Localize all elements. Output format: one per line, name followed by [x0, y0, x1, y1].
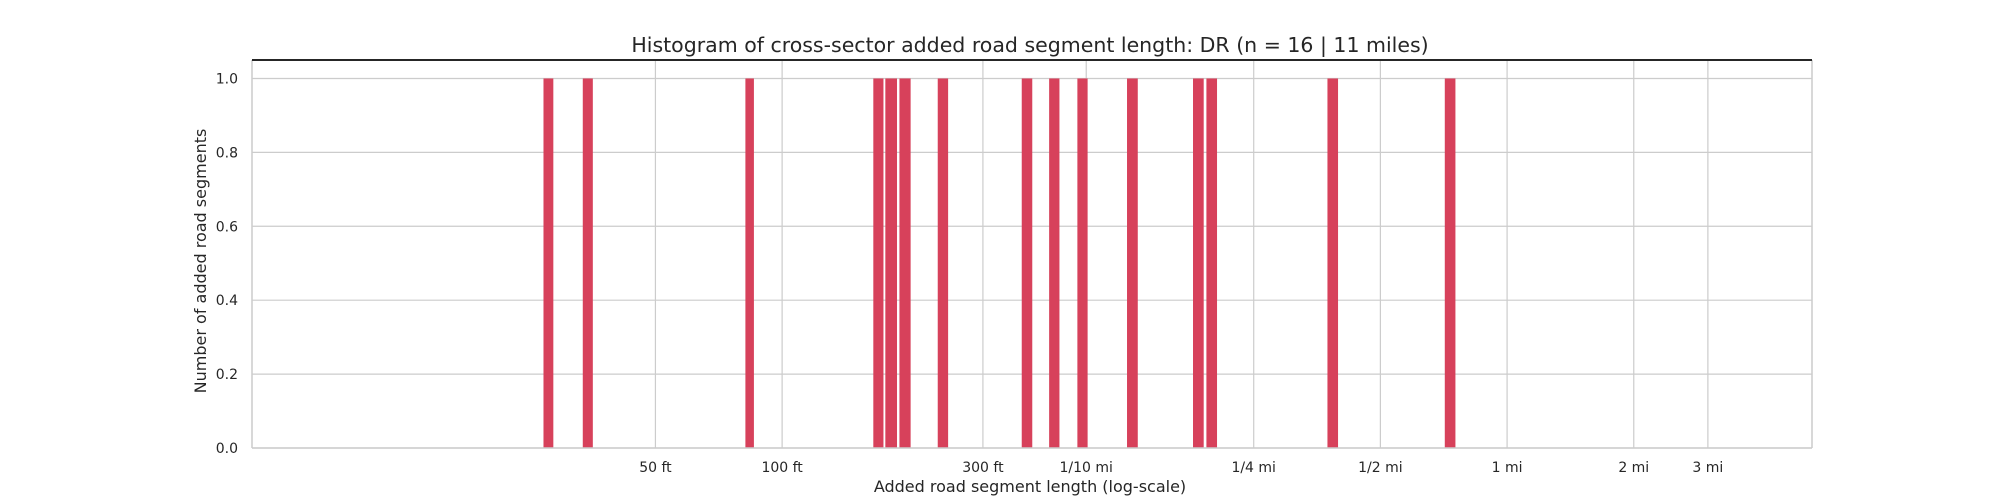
- x-tick-label: 1/2 mi: [1358, 460, 1403, 476]
- histogram-bar: [1127, 78, 1138, 448]
- histogram-bar: [1193, 78, 1204, 448]
- histogram-bar: [1206, 78, 1218, 448]
- y-tick-label: 0.4: [216, 293, 238, 309]
- histogram-bar: [745, 78, 754, 448]
- histogram-bar: [899, 78, 911, 448]
- histogram-bars: [543, 78, 1456, 448]
- histogram-bar: [873, 78, 884, 448]
- histogram-bar: [582, 78, 593, 448]
- y-tick-label: 1.0: [216, 71, 238, 87]
- x-tick-labels: 50 ft 100 ft 300 ft 1/10 mi 1/4 mi 1/2 mi 1 mi…: [639, 460, 1723, 476]
- x-tick-label: 1 mi: [1492, 460, 1523, 476]
- y-tick-labels: 0.0 0.2 0.4 0.6 0.8 1.0: [216, 71, 238, 457]
- x-tick-label: 300 ft: [962, 460, 1004, 476]
- y-tick-label: 0.0: [216, 441, 238, 457]
- x-tick-label: 2 mi: [1618, 460, 1649, 476]
- histogram-bar: [937, 78, 949, 448]
- x-tick-label: 1/4 mi: [1231, 460, 1276, 476]
- y-axis-label: Number of added road segments: [191, 129, 210, 394]
- x-tick-label: 3 mi: [1692, 460, 1723, 476]
- y-tick-label: 0.2: [216, 367, 238, 383]
- histogram-bar: [1049, 78, 1060, 448]
- x-axis-label: Added road segment length (log-scale): [874, 477, 1186, 496]
- x-tick-label: 50 ft: [639, 460, 672, 476]
- plot-frame: [251, 59, 1813, 449]
- histogram-bar: [1327, 78, 1339, 448]
- y-tick-label: 0.8: [216, 145, 238, 161]
- histogram-bar: [1444, 78, 1456, 448]
- x-tick-label: 1/10 mi: [1060, 460, 1113, 476]
- chart-title: Histogram of cross-sector added road seg…: [631, 33, 1428, 58]
- histogram-bar: [1021, 78, 1033, 448]
- histogram-bar: [543, 78, 554, 448]
- x-tick-label: 100 ft: [761, 460, 803, 476]
- histogram-bar: [885, 78, 898, 448]
- histogram-bar: [1077, 78, 1088, 448]
- y-tick-label: 0.6: [216, 219, 238, 235]
